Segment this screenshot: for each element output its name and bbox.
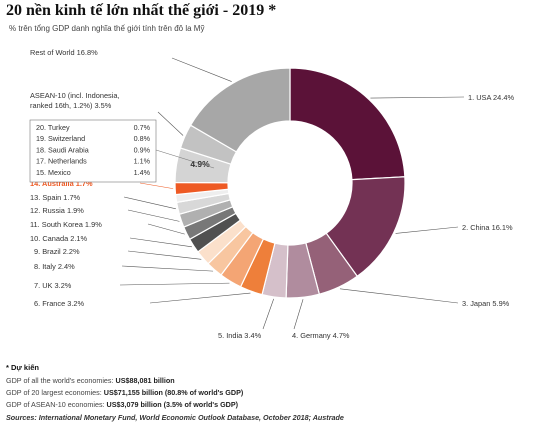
others-box-value: 0.7%: [134, 123, 151, 132]
slice-label-10-canada-2-1: 10. Canada 2.1%: [30, 234, 88, 243]
leader-line: [262, 298, 274, 330]
others-box-value: 1.1%: [134, 157, 151, 166]
leader-line: [339, 288, 459, 304]
others-box-value: 1.4%: [134, 168, 151, 177]
footnote-asean-gdp: GDP of ASEAN-10 economies: US$3,079 bill…: [6, 400, 238, 409]
leader-line: [293, 299, 304, 330]
footnote-world-gdp: GDP of all the world's economies: US$88,…: [6, 376, 175, 385]
leader-line: [149, 292, 251, 304]
leader-line: [127, 250, 202, 260]
leader-line: [171, 57, 232, 82]
footnote-asean-gdp-value: US$3,079 billion (3.5% of world's GDP): [106, 400, 239, 409]
others-box-value: 0.8%: [134, 134, 151, 143]
others-box-country: 20. Turkey: [36, 123, 70, 132]
leader-line: [147, 223, 185, 235]
others-box-country: 15. Mexico: [36, 168, 71, 177]
footnote-asean-gdp-label: GDP of ASEAN-10 economies:: [6, 400, 105, 409]
leader-line: [127, 209, 180, 222]
leader-line: [370, 96, 465, 99]
slice-label-5-india-3-4: 5. India 3.4%: [218, 331, 262, 340]
leader-line: [119, 282, 230, 286]
others-box-country: 19. Switzerland: [36, 134, 85, 143]
chart-subtitle: % trên tổng GDP danh nghĩa thế giới tính…: [9, 24, 205, 33]
slice-label-9-brazil-2-2: 9. Brazil 2.2%: [34, 247, 80, 256]
slice-label-8-italy-2-4: 8. Italy 2.4%: [34, 262, 75, 271]
slice-label-2-china-16-1: 2. China 16.1%: [462, 223, 513, 232]
others-box-country: 18. Saudi Arabia: [36, 145, 89, 154]
slice-label-13-spain-1-7: 13. Spain 1.7%: [30, 193, 81, 202]
slice-label-1-usa-24-4: 1. USA 24.4%: [468, 93, 514, 102]
footnote-source: Sources: International Monetary Fund, Wo…: [6, 413, 344, 422]
footnote-top20-gdp: GDP of 20 largest economies: US$71,155 b…: [6, 388, 243, 397]
slice-1-usa-24-4: [289, 67, 406, 181]
others-box: 20. Turkey 0.7% 19. Switzerland 0.8% 18. Sau…: [29, 119, 215, 183]
slice-label-3-japan-5-9: 3. Japan 5.9%: [462, 299, 510, 308]
leader-line: [121, 265, 214, 272]
slice-label-12-russia-1-9: 12. Russia 1.9%: [30, 206, 84, 215]
footnote-world-gdp-label: GDP of all the world's economies:: [6, 376, 114, 385]
others-box-connector: [155, 149, 215, 169]
slice-label-asean: ASEAN-10 (incl. Indonesia, ranked 16th, 1…: [30, 91, 120, 110]
slice-label-7-uk-3-2: 7. UK 3.2%: [34, 281, 72, 290]
leader-line: [139, 182, 174, 189]
footnote-world-gdp-value: US$88,081 billion: [115, 376, 175, 385]
others-box-frame: [29, 119, 157, 183]
slice-label-11-south-korea: 11. South Korea 1.9%: [30, 220, 102, 229]
leader-line: [123, 196, 176, 210]
footnote-top20-gdp-label: GDP of 20 largest economies:: [6, 388, 102, 397]
leader-line: [395, 226, 459, 234]
slice-label-6-france-3-2: 6. France 3.2%: [34, 299, 85, 308]
footnote-top20-gdp-value: US$71,155 billion (80.8% of world's GDP): [103, 388, 244, 397]
others-box-country: 17. Netherlands: [36, 157, 87, 166]
slice-label-14-australia-1-7: 14. Australia 1.7%: [30, 179, 93, 188]
footnote-heading: * Dự kiến: [6, 363, 39, 372]
chart-title: 20 nền kinh tế lớn nhất thế giới - 2019 …: [6, 2, 277, 19]
donut-chart: 1. USA 24.4% 2. China 16.1% 3. Japan 5.9% 4…: [29, 48, 514, 340]
leader-line: [157, 111, 184, 136]
slice-label-rest-of-world: Rest of World 16.8%: [30, 48, 98, 57]
others-box-value: 0.9%: [134, 145, 151, 154]
slice-label-4-germany-4-7: 4. Germany 4.7%: [292, 331, 350, 340]
slice-rest-of-world: [189, 67, 291, 153]
leader-line: [129, 237, 192, 248]
